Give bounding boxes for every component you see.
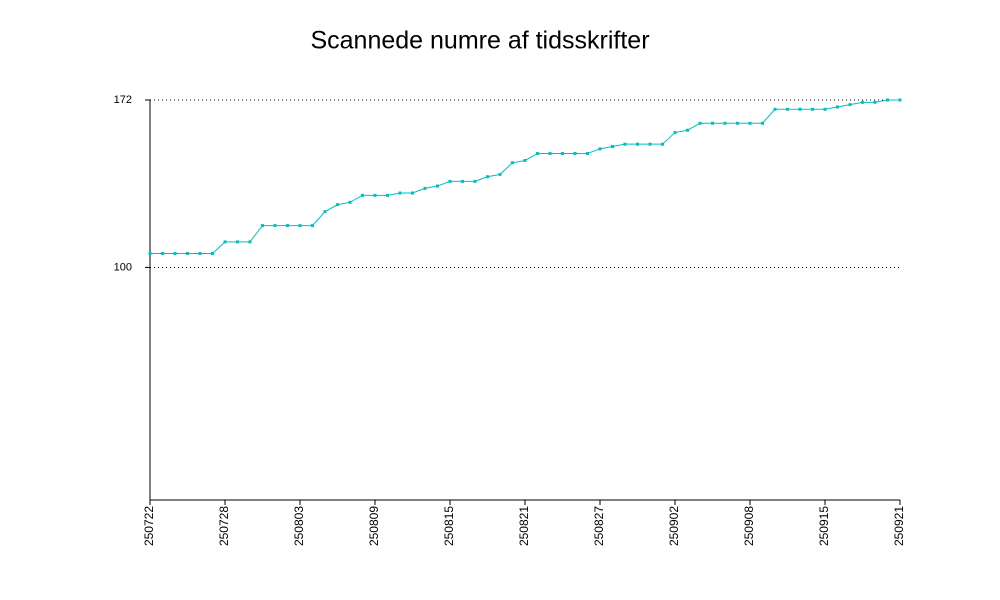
x-tick-label: 250722 [142, 506, 156, 546]
point [511, 161, 514, 165]
x-tick-label: 250908 [742, 506, 756, 546]
point [236, 240, 239, 244]
point [673, 131, 677, 135]
point [411, 191, 414, 195]
point [661, 142, 664, 146]
point [298, 224, 302, 228]
point [686, 128, 689, 132]
y-tick-label: 100 [114, 261, 132, 273]
point [873, 100, 877, 104]
point [886, 98, 889, 102]
point [773, 107, 777, 111]
point [473, 179, 477, 183]
x-tick-label: 250902 [667, 506, 681, 546]
point [248, 240, 252, 244]
point [573, 151, 577, 155]
point [361, 193, 364, 197]
point [386, 193, 389, 197]
point [836, 105, 839, 109]
point [798, 107, 802, 111]
point [198, 251, 202, 255]
chart-title: Scannede numre af tidsskrifter [310, 27, 649, 55]
point [848, 103, 852, 107]
point [486, 175, 489, 179]
point [898, 98, 902, 102]
point [548, 151, 552, 155]
x-tick-label: 250915 [817, 506, 831, 546]
point [761, 121, 764, 125]
y-tick-label: 172 [114, 94, 132, 106]
point [611, 145, 614, 149]
point [536, 151, 539, 155]
x-tick-label: 250815 [442, 506, 456, 546]
point [348, 200, 352, 204]
point [148, 251, 152, 255]
point [186, 251, 189, 255]
point [623, 142, 627, 146]
point [748, 121, 752, 125]
point [323, 210, 327, 214]
x-tick-label: 250803 [292, 506, 306, 546]
x-tick-label: 250827 [592, 506, 606, 546]
point [823, 107, 827, 111]
point [311, 224, 314, 228]
point [273, 224, 277, 228]
point [498, 172, 502, 176]
point [586, 151, 589, 155]
point [261, 224, 264, 228]
point [373, 193, 377, 197]
point [336, 203, 339, 207]
point [461, 179, 464, 183]
point [211, 251, 214, 255]
x-tick-label: 250809 [367, 506, 381, 546]
x-tick-label: 250728 [217, 506, 231, 546]
point [398, 191, 402, 195]
point [786, 107, 789, 111]
point [711, 121, 714, 125]
point [723, 121, 727, 125]
point [861, 100, 864, 104]
point [598, 147, 602, 151]
point [223, 240, 227, 244]
point [436, 184, 439, 188]
point [423, 186, 427, 190]
point [286, 224, 289, 228]
point [698, 121, 702, 125]
point [648, 142, 652, 146]
point [448, 179, 452, 183]
point [636, 142, 639, 146]
point [523, 158, 527, 162]
point [161, 251, 164, 255]
point [173, 251, 177, 255]
point [736, 121, 739, 125]
x-tick-label: 250921 [892, 506, 906, 546]
point [811, 107, 814, 111]
x-tick-label: 250821 [517, 506, 531, 546]
point [561, 151, 564, 155]
